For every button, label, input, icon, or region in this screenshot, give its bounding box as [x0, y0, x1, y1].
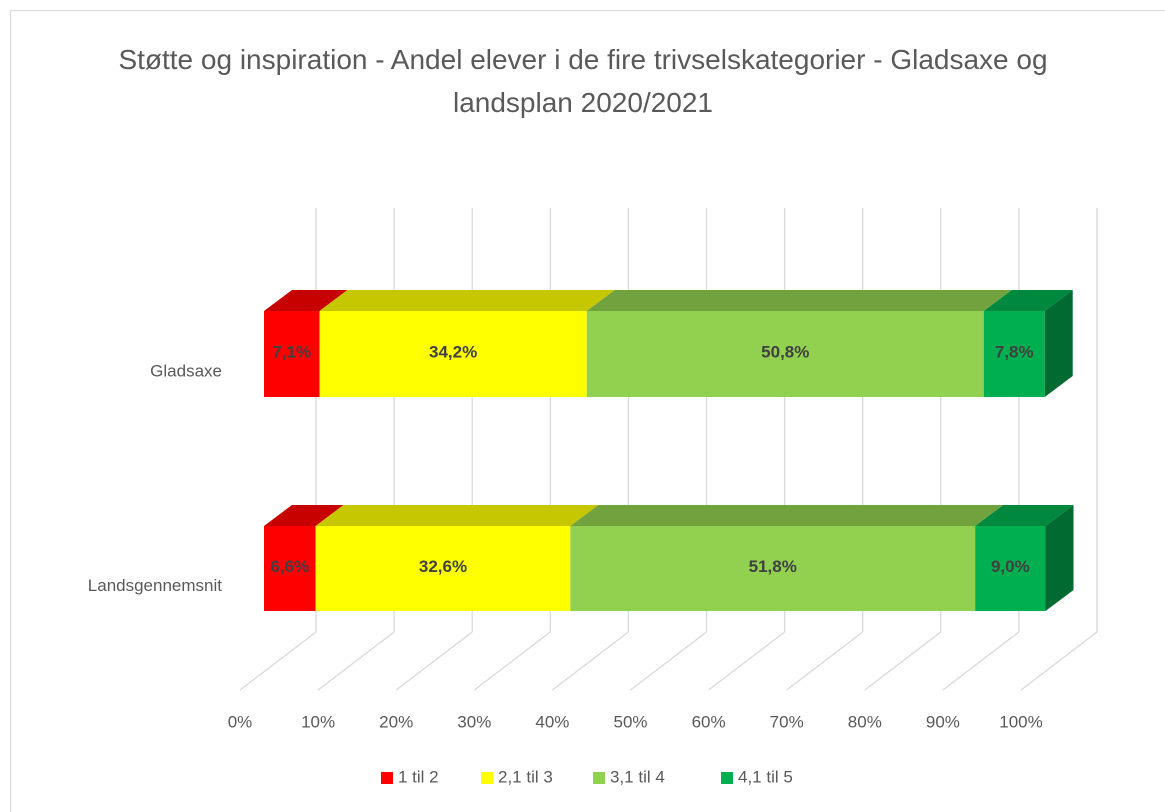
bar-top — [319, 290, 615, 311]
value-label: 7,8% — [995, 342, 1034, 361]
bar-top — [570, 505, 1004, 526]
x-tick-label: 100% — [999, 712, 1042, 731]
legend-label: 3,1 til 4 — [610, 767, 665, 786]
floor-grid-line — [239, 631, 317, 691]
floor-grid-line — [552, 631, 629, 691]
legend-swatch — [593, 772, 605, 784]
bar — [264, 311, 320, 397]
category-label: Gladsaxe — [150, 361, 222, 380]
legend-swatch — [481, 772, 493, 784]
value-label: 7,1% — [272, 342, 311, 361]
bar — [264, 526, 316, 611]
floor-grid-line — [786, 631, 864, 691]
value-label: 51,8% — [749, 557, 797, 576]
bar-top — [315, 505, 599, 526]
x-tick-label: 30% — [457, 712, 491, 731]
bar — [983, 311, 1045, 397]
floor-grid-line — [317, 631, 395, 691]
chart-border — [10, 10, 1165, 812]
floor-grid-line — [630, 631, 707, 691]
floor-grid-line — [473, 631, 551, 691]
chart-title: Støtte og inspiration - Andel elever i d… — [118, 44, 1048, 118]
x-tick-label: 80% — [848, 712, 882, 731]
value-label: 32,6% — [419, 557, 467, 576]
category-label: Landsgennemsnit — [88, 576, 222, 595]
bar — [319, 311, 587, 397]
legend-label: 2,1 til 3 — [498, 767, 553, 786]
floor-grid-line — [1020, 631, 1098, 691]
bar — [315, 526, 571, 611]
legend-swatch — [721, 772, 733, 784]
value-label: 6,6% — [270, 557, 309, 576]
x-tick-label: 70% — [770, 712, 804, 731]
legend-swatch — [381, 772, 393, 784]
floor-grid-line — [942, 631, 1020, 691]
x-tick-label: 0% — [228, 712, 253, 731]
floor-grid-line — [395, 631, 473, 691]
bar — [570, 526, 976, 611]
legend-label: 1 til 2 — [398, 767, 439, 786]
x-tick-label: 20% — [379, 712, 413, 731]
value-label: 50,8% — [761, 342, 809, 361]
bar-top — [975, 505, 1074, 526]
floor-grid-line — [864, 631, 942, 691]
floor-grid-line — [708, 631, 785, 691]
bar-top — [983, 290, 1073, 311]
x-tick-label: 10% — [301, 712, 335, 731]
value-label: 9,0% — [991, 557, 1030, 576]
x-tick-label: 50% — [613, 712, 647, 731]
bar-side — [1045, 505, 1074, 611]
legend-label: 4,1 til 5 — [738, 767, 793, 786]
bar — [586, 311, 984, 397]
x-tick-label: 90% — [926, 712, 960, 731]
bar-top — [264, 505, 344, 526]
x-tick-label: 40% — [535, 712, 569, 731]
bar-side — [1044, 290, 1073, 397]
value-label: 34,2% — [429, 342, 477, 361]
bar-top — [264, 290, 348, 311]
bar — [975, 526, 1046, 611]
bar-top — [586, 290, 1012, 311]
x-tick-label: 60% — [692, 712, 726, 731]
